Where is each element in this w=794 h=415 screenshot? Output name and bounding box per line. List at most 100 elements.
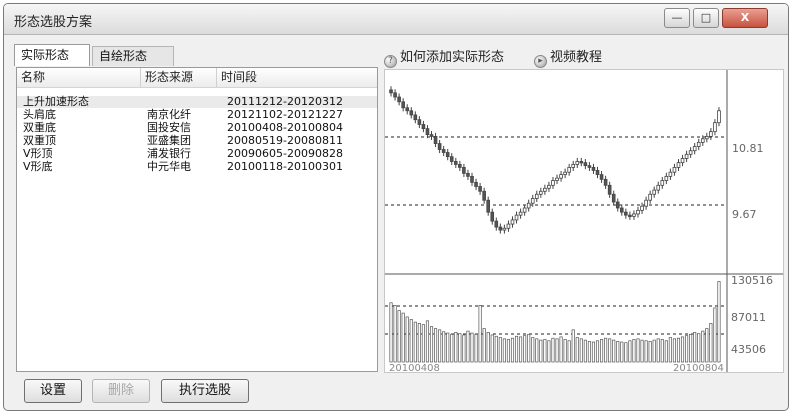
candle-body [620,207,624,213]
volume-bar [693,332,697,363]
volume-bar [697,333,701,363]
chart-svg: 10.81 9.67 130516 87011 43506 20100408 2… [385,70,783,374]
volume-bar [462,334,466,363]
maximize-button[interactable]: □ [693,8,719,28]
volume-bar [490,334,494,363]
volume-bar [506,339,510,363]
item-period: 20090605-20090828 [227,147,343,160]
candle-body [421,124,426,130]
item-name: V形底 [23,160,53,173]
pattern-list[interactable]: 名称 形态来源 时间段 上升加速形态 20111212-20120312 头肩底… [16,67,378,372]
candle-body [583,162,588,167]
price-label-lower: 9.67 [732,208,757,221]
volume-bar [425,320,430,363]
candle-body [437,143,442,150]
candle-body [417,119,422,125]
volume-bar [470,332,474,363]
volume-bar [656,338,660,363]
candle-body [611,193,616,203]
candle-body [458,164,462,168]
candle-body [397,96,401,103]
list-item[interactable]: V形顶 浦发银行 20090605-20090828 [17,148,377,160]
video-tutorial-link[interactable]: ▸ 视频教程 [534,46,602,68]
volume-label-low: 43506 [731,343,766,356]
candle-body [490,211,495,222]
volume-bar [514,335,519,363]
candle-body [672,167,677,173]
settings-button[interactable]: 设置 [24,379,82,403]
volume-bar [442,331,446,363]
volume-bar [434,328,438,363]
candle-body [539,190,543,195]
volume-bar [668,337,672,363]
volume-bar [709,323,713,363]
list-item[interactable]: 上升加速形态 20111212-20120312 [17,96,377,108]
candle-body [441,149,446,153]
window-title: 形态选股方案 [14,15,93,30]
candle-body [482,190,486,201]
candle-body [506,223,511,229]
candle-body [644,199,648,207]
close-button[interactable]: X [722,8,768,28]
candle-body [603,178,608,186]
list-item[interactable]: 头肩底 南京化纤 20121102-20121227 [17,109,377,121]
list-item[interactable]: 双重顶 亚盛集团 20080519-20080811 [17,135,377,147]
candle-body [700,138,705,143]
volume-bar [636,338,640,363]
delete-button[interactable]: 删除 [92,379,150,403]
volume-bar [620,341,624,363]
minimize-button[interactable]: — [664,8,690,28]
volume-bar [393,305,397,363]
candle-body [632,213,636,217]
candle-body [462,167,466,174]
item-period: 20111212-20120312 [227,95,343,108]
how-to-add-link[interactable]: ? 如何添加实际形态 [384,46,504,68]
volume-bar [616,341,620,363]
candle-body [668,171,673,177]
candle-body [454,161,458,165]
candle-body [530,198,535,204]
list-item[interactable]: V形底 中元华电 20100118-20100301 [17,161,377,173]
execute-button[interactable]: 执行选股 [161,379,249,403]
candle-body [449,156,454,162]
volume-bar [543,339,547,363]
candle-body [555,177,559,181]
candle-body [466,172,470,177]
candle-body [709,131,713,137]
candle-body [563,171,567,175]
volume-bar [559,336,563,363]
candle-body [518,211,523,216]
list-header: 名称 形态来源 时间段 [17,68,377,88]
volume-bar [652,339,656,363]
title-bar: 形态选股方案 — □ X [4,4,788,35]
item-period: 20100118-20100301 [227,160,343,173]
candle-body [409,110,414,116]
column-header-source[interactable]: 形态来源 [141,68,217,87]
tab-custom-patterns[interactable]: 自绘形态 [92,46,174,66]
volume-bar [421,324,425,363]
candle-body [628,214,632,218]
item-name: 双重底 [23,121,56,134]
volume-bar [583,339,587,363]
candle-body [522,207,527,213]
candle-body [648,193,652,201]
column-header-period[interactable]: 时间段 [221,70,258,84]
item-name: V形顶 [23,147,53,160]
volume-bar [587,341,591,363]
candle-body [498,226,503,231]
candle-body [486,199,490,213]
volume-bar [474,333,478,363]
candle-body [401,101,405,109]
item-source: 浦发银行 [147,147,191,160]
tab-actual-patterns[interactable]: 实际形态 [14,44,90,66]
volume-bar [632,339,636,363]
candle-body [389,89,393,94]
candle-body [587,165,592,168]
volume-bar [705,328,709,363]
candle-body [615,201,620,209]
list-item[interactable]: 双重底 国投安信 20100408-20100804 [17,122,377,134]
item-name: 上升加速形态 [23,95,89,108]
volume-bar [519,336,523,363]
volume-bar [628,340,632,363]
column-header-name[interactable]: 名称 [17,68,141,87]
